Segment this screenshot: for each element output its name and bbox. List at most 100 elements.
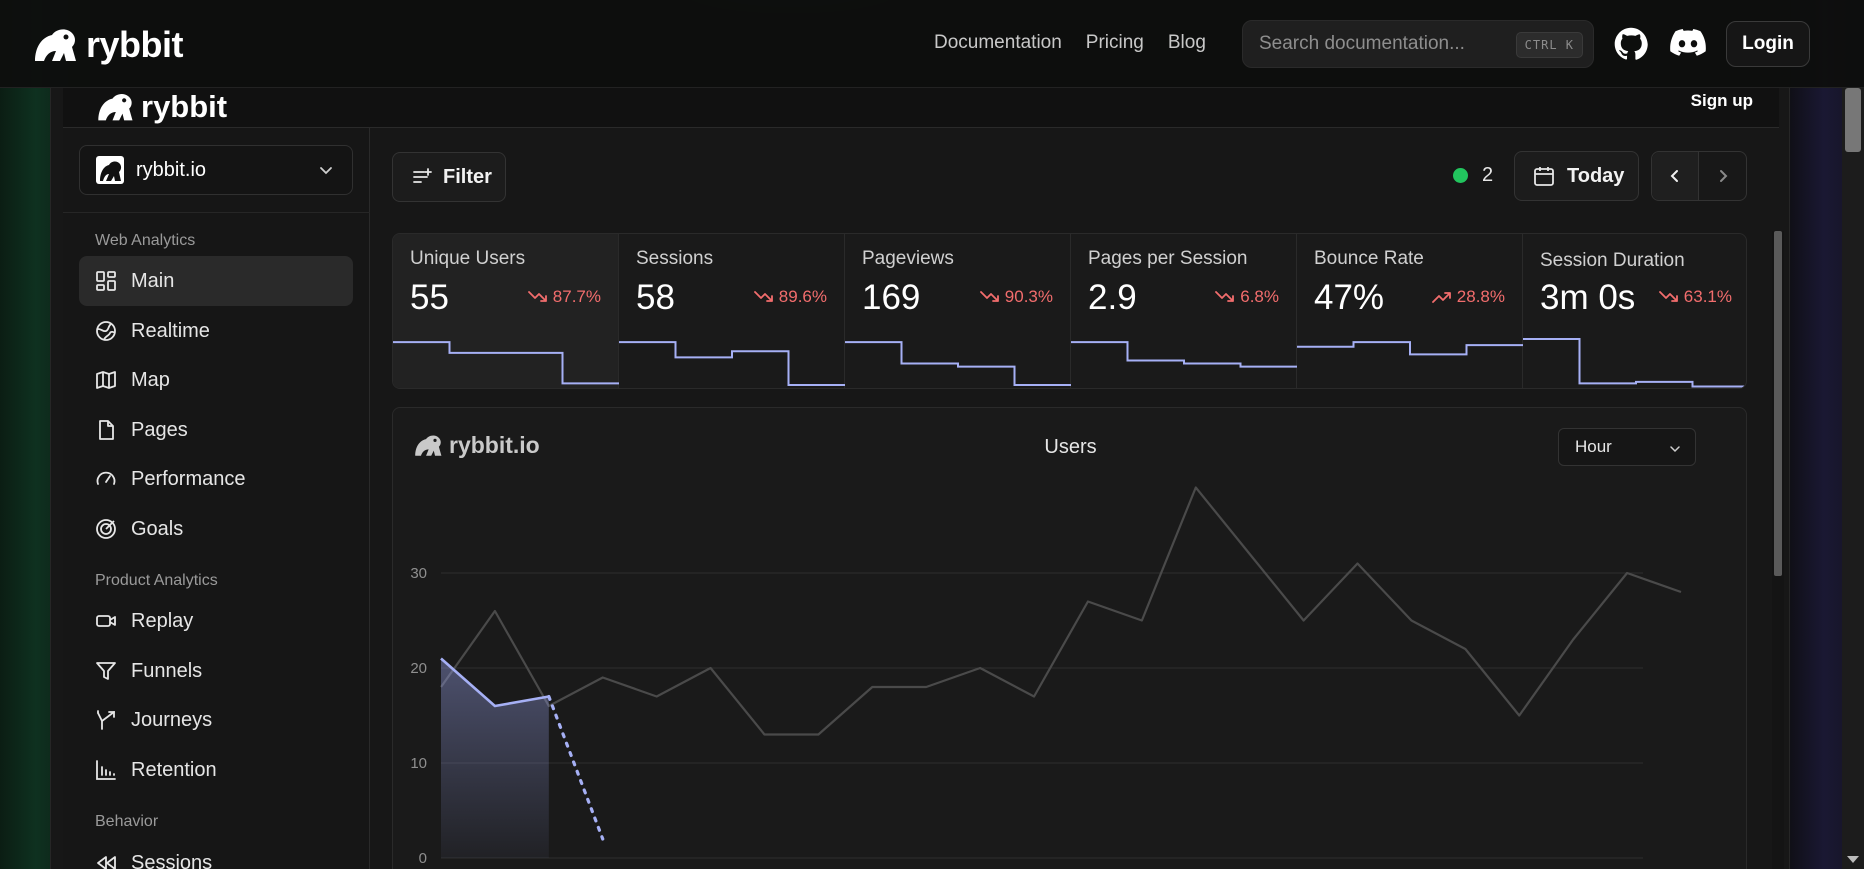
dashboard-icon [96, 271, 116, 291]
sidebar-item-pages[interactable]: Pages [79, 405, 353, 455]
sidebar-item-funnels[interactable]: Funnels [79, 646, 353, 696]
file-icon [99, 420, 114, 440]
date-label: Today [1567, 164, 1625, 187]
sparkline-path [845, 341, 1071, 386]
stat-title: Pages per Session [1088, 248, 1248, 269]
series-line-previous [440, 486, 1682, 736]
filter-sliders-icon [413, 168, 432, 183]
stat-title: Pageviews [862, 248, 954, 269]
signup-link[interactable]: Sign up [1690, 91, 1753, 110]
login-button[interactable]: Login [1726, 21, 1810, 67]
chevron-left-icon [1670, 170, 1678, 182]
trending-down-icon [1658, 291, 1678, 302]
stat-change: 90.3% [979, 287, 1053, 307]
nav-links: Documentation Pricing Blog [934, 32, 1206, 54]
chart-brand-text: rybbit.io [449, 432, 540, 458]
y-tick-label: 10 [410, 755, 427, 772]
sidebar-item-sessions[interactable]: Sessions [79, 838, 353, 869]
scrollbar-thumb[interactable] [1845, 88, 1861, 152]
sidebar-item-label: Replay [131, 609, 194, 632]
filter-button[interactable]: Filter [392, 152, 506, 202]
top-navigation: rybbit Documentation Pricing Blog Search… [0, 0, 1864, 88]
stat-change-value: 28.8% [1456, 287, 1505, 306]
stat-value: 55 [410, 278, 449, 317]
stat-card-pages-per-session[interactable]: Pages per Session 2.9 6.8% [1071, 234, 1297, 388]
stat-sparkline [845, 341, 1071, 386]
site-selector[interactable]: rybbit.io [79, 145, 353, 195]
live-visitors: 2 [1453, 164, 1493, 187]
users-line-chart: 010203012AM1AM2AM3AM4AM5AM6AM7AM8AM9AM10… [410, 486, 1682, 867]
globe-icon [96, 321, 116, 341]
stat-sparkline [393, 341, 619, 385]
gauge-icon [96, 471, 116, 485]
stat-change-value: 6.8% [1240, 287, 1279, 306]
sidebar-item-label: Sessions [131, 851, 213, 869]
sidebar-item-realtime[interactable]: Realtime [79, 306, 353, 356]
sidebar-item-label: Journeys [131, 708, 213, 731]
site-logo[interactable]: rybbit [32, 24, 184, 66]
search-input[interactable]: Search documentation... CTRL K [1242, 20, 1594, 68]
sidebar-item-replay[interactable]: Replay [79, 596, 353, 646]
page-scrollbar[interactable] [1842, 88, 1864, 869]
section-product-analytics: Product Analytics [95, 572, 218, 589]
app-logo[interactable]: rybbit [95, 89, 227, 125]
stat-card-session-duration[interactable]: Session Duration 3m 0s 63.1% [1523, 234, 1746, 388]
stat-card-bounce-rate[interactable]: Bounce Rate 47% 28.8% [1297, 234, 1523, 388]
frog-logo-icon [98, 93, 133, 121]
search-shortcut: CTRL K [1515, 32, 1583, 58]
series-projection-current [547, 694, 605, 841]
nav-link-blog[interactable]: Blog [1167, 32, 1206, 53]
rewind-icon [97, 856, 116, 869]
nav-link-documentation[interactable]: Documentation [934, 32, 1062, 53]
trending-down-icon [1215, 291, 1235, 302]
sidebar-item-performance[interactable]: Performance [79, 454, 353, 504]
content-scrollbar[interactable] [1772, 231, 1784, 869]
stat-title: Sessions [636, 248, 714, 269]
y-tick-label: 0 [419, 850, 427, 867]
previous-period-button[interactable] [1652, 152, 1700, 200]
chevron-down-icon [1670, 446, 1680, 453]
date-picker-button[interactable]: Today [1514, 151, 1639, 201]
sparkline-path [619, 341, 845, 386]
sidebar-item-journeys[interactable]: Journeys [79, 695, 353, 745]
date-pager [1651, 151, 1747, 201]
site-name: rybbit.io [136, 158, 207, 181]
sidebar-item-main[interactable]: Main [79, 256, 353, 306]
next-period-button[interactable] [1699, 152, 1746, 200]
section-web-analytics: Web Analytics [95, 232, 196, 249]
scrollbar-thumb[interactable] [1774, 231, 1782, 576]
stat-card-pageviews[interactable]: Pageviews 169 90.3% [845, 234, 1071, 388]
trending-down-icon [753, 291, 773, 302]
y-tick-label: 20 [410, 660, 427, 677]
sidebar-item-map[interactable]: Map [79, 355, 353, 405]
discord-icon[interactable] [1670, 28, 1706, 58]
stat-card-unique-users[interactable]: Unique Users 55 87.7% [393, 234, 619, 388]
section-behavior: Behavior [95, 813, 159, 830]
github-icon[interactable] [1614, 27, 1648, 61]
chart-title: Users [1044, 436, 1097, 458]
stat-change-value: 90.3% [1004, 287, 1053, 306]
sidebar-item-goals[interactable]: Goals [79, 504, 353, 554]
sidebar-item-retention[interactable]: Retention [79, 745, 353, 795]
scroll-down-arrow-icon[interactable] [1847, 856, 1859, 863]
sidebar-item-label: Map [131, 368, 170, 391]
stat-title: Session Duration [1540, 250, 1685, 271]
funnel-icon [96, 662, 116, 680]
trending-down-icon [979, 291, 999, 302]
stat-sparkline [1523, 338, 1746, 388]
target-icon [96, 519, 116, 539]
sidebar-item-label: Realtime [131, 319, 210, 342]
sidebar-item-label: Performance [131, 467, 246, 490]
sparkline-path [1297, 341, 1523, 356]
stat-change: 6.8% [1215, 287, 1279, 307]
stat-change: 89.6% [753, 287, 827, 307]
app-header: rybbit Sign up [63, 88, 1779, 128]
stat-card-sessions[interactable]: Sessions 58 89.6% [619, 234, 845, 388]
trending-up-icon [1431, 292, 1451, 303]
stat-change-value: 87.7% [552, 287, 601, 306]
brand-name: rybbit [86, 24, 184, 65]
granularity-select[interactable]: Hour [1558, 428, 1696, 466]
stat-change-value: 63.1% [1683, 287, 1732, 306]
nav-link-pricing[interactable]: Pricing [1085, 32, 1144, 53]
map-icon [96, 371, 116, 389]
